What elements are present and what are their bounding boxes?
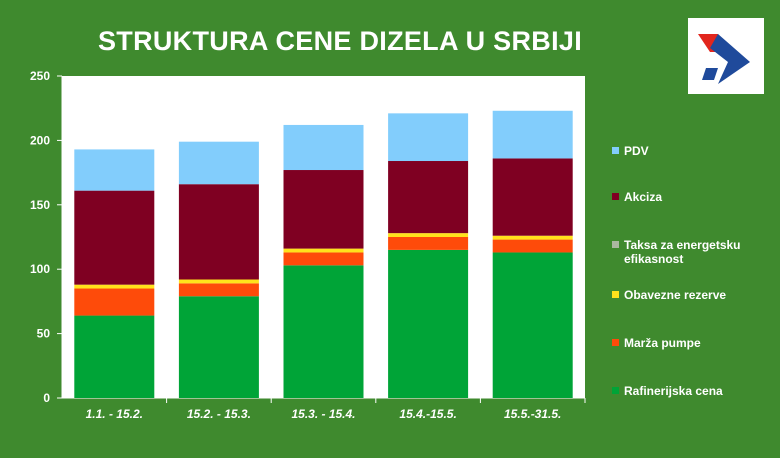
bar-segment — [492, 158, 573, 236]
bar-segment — [178, 184, 259, 280]
bar-segment — [178, 279, 259, 284]
bar-segment — [388, 161, 469, 234]
bar-segment — [74, 149, 155, 191]
legend-swatch — [612, 387, 619, 394]
bar-segment — [492, 110, 573, 159]
legend-swatch — [612, 339, 619, 346]
bar-segment — [283, 265, 364, 398]
bar-segment — [74, 288, 155, 316]
bar-segment — [388, 249, 469, 398]
bar-segment — [388, 113, 469, 162]
legend-swatch — [612, 147, 619, 154]
x-tick-label: 15.5.-31.5. — [504, 407, 561, 421]
bar-segment — [283, 252, 364, 266]
y-tick-label: 250 — [30, 69, 50, 83]
bar-segment — [178, 283, 259, 297]
bar-segment — [178, 296, 259, 398]
legend-swatch — [612, 291, 619, 298]
bar-segment — [74, 190, 155, 285]
bar-segment — [492, 252, 573, 398]
legend-label: Marža pumpe — [624, 336, 701, 350]
legend-label: Rafinerijska cena — [624, 384, 723, 398]
legend-label: Obavezne rezerve — [624, 288, 727, 302]
bar-segment — [388, 233, 469, 237]
x-tick-label: 15.3. - 15.4. — [291, 407, 355, 421]
bar-segment — [492, 235, 573, 240]
bar-segment — [388, 237, 469, 250]
x-tick-label: 1.1. - 15.2. — [86, 407, 143, 421]
legend-label: PDV — [624, 144, 649, 158]
legend-swatch — [612, 241, 619, 248]
bar-segment — [283, 170, 364, 249]
nis-logo-icon — [688, 18, 764, 94]
x-tick-label: 15.2. - 15.3. — [187, 407, 251, 421]
legend-label: Taksa za energetsku efikasnost — [624, 238, 741, 266]
y-tick-label: 150 — [30, 198, 50, 212]
chart-title: STRUKTURA CENE DIZELA U SRBIJI — [97, 26, 583, 56]
y-tick-label: 200 — [30, 133, 50, 147]
legend-label: Akciza — [624, 190, 663, 204]
legend-swatch — [612, 193, 619, 200]
bar-segment — [492, 239, 573, 253]
x-tick-label: 15.4.-15.5. — [399, 407, 456, 421]
bar-segment — [283, 124, 364, 171]
bar-segment — [178, 141, 259, 185]
y-tick-label: 0 — [43, 391, 50, 405]
y-tick-label: 100 — [30, 262, 50, 276]
bar-segment — [74, 284, 155, 289]
bar-segment — [283, 248, 364, 253]
bar-segment — [74, 315, 155, 398]
y-tick-label: 50 — [37, 327, 51, 341]
